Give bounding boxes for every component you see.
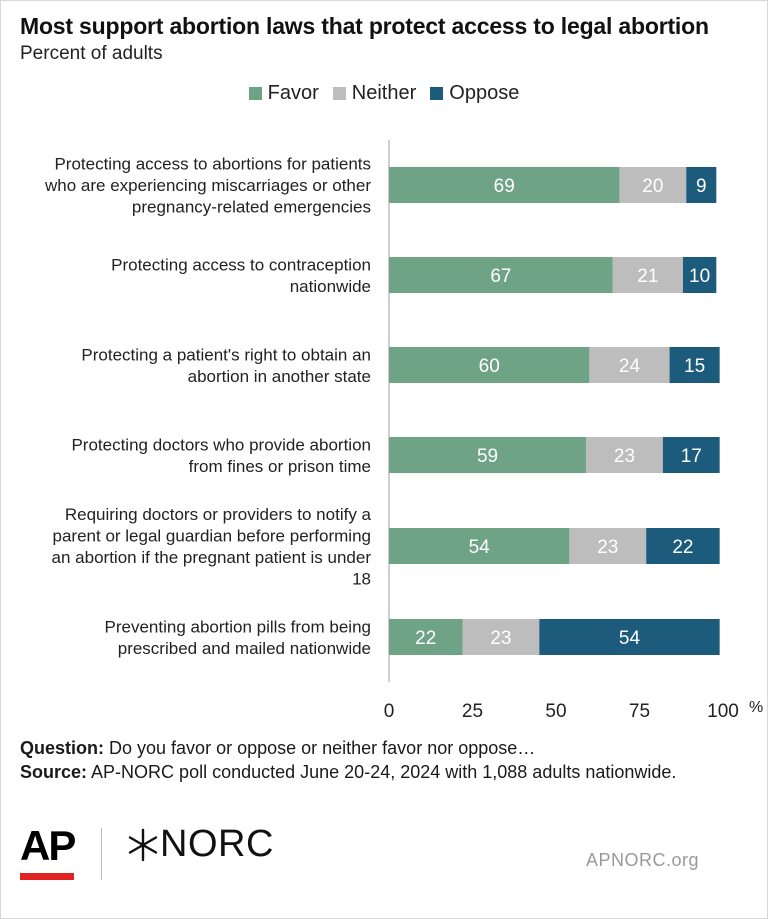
question-text: Do you favor or oppose or neither favor … [109, 738, 536, 758]
data-label-neither: 23 [614, 446, 635, 467]
data-label-oppose: 54 [619, 628, 641, 649]
category-label: Protecting access to abortions for patie… [44, 155, 371, 217]
data-label-favor: 60 [479, 356, 500, 377]
legend-item-favor: Favor [248, 82, 319, 105]
category-label: Preventing abortion pills from being pres… [105, 617, 371, 658]
x-tick-label: 0 [384, 701, 395, 722]
data-label-favor: 22 [415, 628, 436, 649]
bar-segment-favor [389, 437, 587, 473]
data-label-favor: 67 [490, 266, 511, 287]
logo-divider [101, 828, 102, 880]
category-label: Protecting doctors who provide abortion f… [71, 435, 371, 476]
legend-swatch-neither [332, 87, 346, 100]
category-label: Protecting a patient's right to obtain a… [81, 345, 371, 386]
stacked-bar-chart: Protecting access to abortions for patie… [44, 140, 763, 722]
data-label-favor: 59 [477, 446, 498, 467]
legend-label-favor: Favor [267, 82, 319, 104]
source-label: Source: [20, 762, 88, 782]
category-label: Protecting access to contraception nation… [111, 255, 371, 296]
site-url: APNORC.org [586, 850, 700, 870]
bar-segment-favor [389, 619, 463, 655]
bar-segment-neither [589, 347, 670, 383]
category-label: Requiring doctors or providers to notify… [52, 505, 372, 589]
data-label-oppose: 17 [681, 446, 702, 467]
legend-swatch-oppose [430, 87, 444, 100]
bar-segment-neither [569, 528, 647, 564]
bar-segment-favor [389, 257, 613, 293]
bar-segment-oppose [686, 167, 717, 203]
data-label-neither: 24 [619, 356, 641, 377]
bar-segment-neither [612, 257, 683, 293]
chart-subtitle: Percent of adults [20, 43, 163, 64]
source-line: Source: AP-NORC poll conducted June 20-2… [20, 760, 720, 784]
bar-segment-neither [462, 619, 540, 655]
legend-item-oppose: Oppose [430, 82, 519, 105]
bar-segment-neither [586, 437, 663, 473]
ap-logo: AP [20, 822, 76, 869]
bar-segment-favor [389, 528, 570, 564]
x-axis-unit: % [749, 699, 763, 716]
legend-item-neither: Neither [332, 82, 417, 105]
bar-segment-oppose [682, 257, 717, 293]
footer-notes: Question: Do you favor or oppose or neit… [20, 736, 720, 784]
legend: Favor Neither Oppose [0, 82, 768, 105]
data-label-oppose: 15 [684, 356, 705, 377]
bar-segment-oppose [539, 619, 720, 655]
bar-segment-neither [619, 167, 687, 203]
legend-label-neither: Neither [351, 82, 417, 104]
bar-segment-oppose [662, 437, 720, 473]
legend-swatch-favor [248, 87, 262, 100]
x-tick-label: 25 [462, 701, 483, 722]
data-label-oppose: 10 [689, 266, 710, 287]
x-tick-label: 75 [629, 701, 650, 722]
bar-segment-favor [389, 347, 590, 383]
bar-segment-favor [389, 167, 620, 203]
x-tick-label: 100 [707, 701, 739, 722]
chart-title: Most support abortion laws that protect … [20, 13, 709, 39]
norc-logo-text: NORC [160, 823, 274, 865]
norc-logo: NORC [126, 823, 274, 866]
data-label-neither: 23 [490, 628, 511, 649]
question-line: Question: Do you favor or oppose or neit… [20, 736, 720, 760]
norc-star-icon [128, 828, 158, 861]
ap-logo-bar [20, 873, 74, 880]
data-label-neither: 20 [642, 176, 663, 197]
x-tick-label: 50 [545, 701, 566, 722]
bar-segment-oppose [646, 528, 720, 564]
legend-label-oppose: Oppose [449, 82, 520, 104]
data-label-oppose: 9 [696, 176, 707, 197]
data-label-neither: 21 [637, 266, 658, 287]
data-label-oppose: 22 [672, 537, 693, 558]
data-label-favor: 69 [494, 176, 515, 197]
data-label-favor: 54 [469, 537, 491, 558]
bar-segment-oppose [669, 347, 720, 383]
source-text: AP-NORC poll conducted June 20-24, 2024 … [91, 762, 677, 782]
data-label-neither: 23 [597, 537, 618, 558]
question-label: Question: [20, 738, 104, 758]
